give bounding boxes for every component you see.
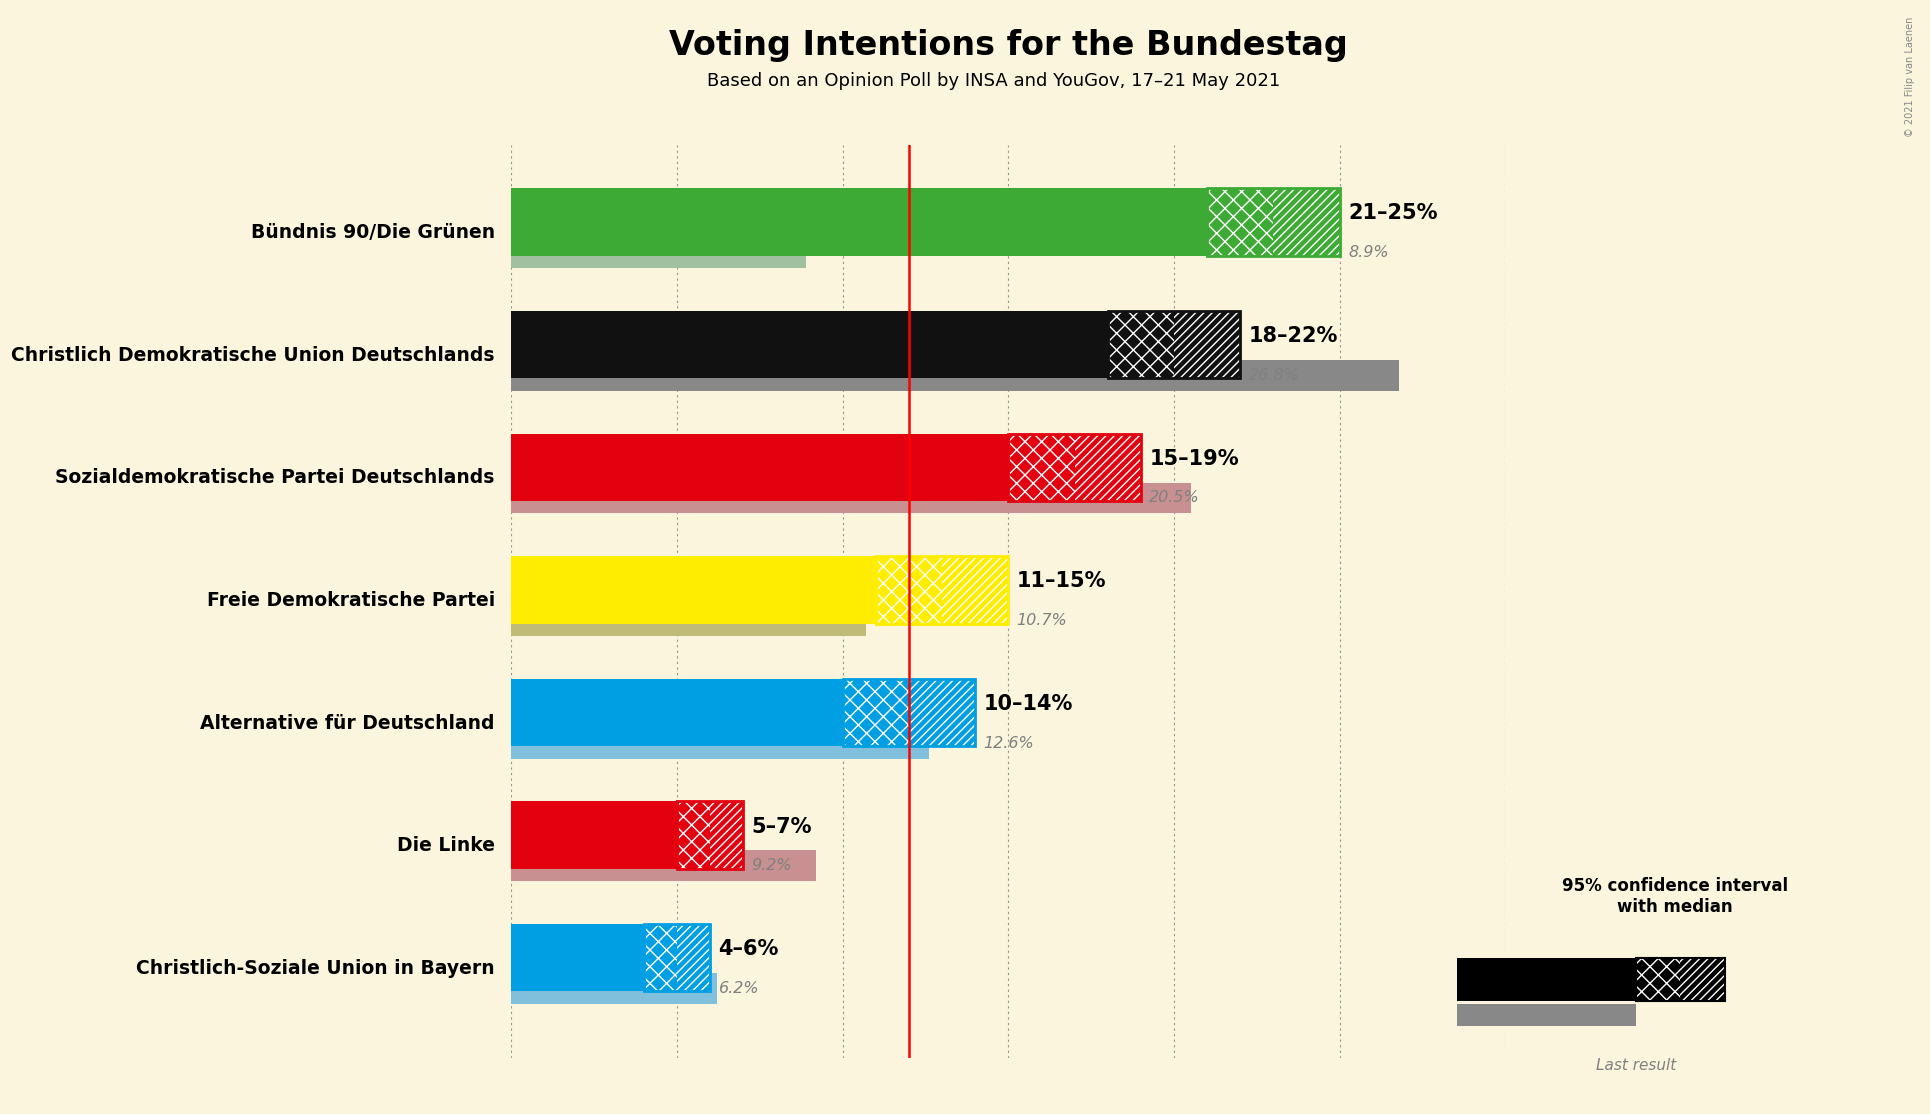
Bar: [511, 974, 716, 1004]
Text: 20.5%: 20.5%: [1148, 490, 1200, 506]
Bar: [511, 850, 816, 881]
Text: 6.2%: 6.2%: [718, 981, 758, 996]
Bar: [511, 188, 1208, 256]
Bar: [511, 311, 1108, 379]
Bar: [1681, 958, 1725, 1001]
Bar: [1108, 311, 1173, 379]
Bar: [511, 360, 1399, 391]
Bar: [677, 801, 710, 869]
Bar: [1457, 1004, 1635, 1026]
Text: 10.7%: 10.7%: [1017, 613, 1067, 628]
Bar: [843, 678, 975, 746]
Bar: [511, 678, 843, 746]
Bar: [1173, 311, 1241, 379]
Bar: [511, 924, 645, 991]
Text: 4–6%: 4–6%: [718, 939, 780, 959]
Text: 9.2%: 9.2%: [751, 858, 793, 873]
Text: 26.8%: 26.8%: [1249, 368, 1299, 383]
Text: © 2021 Filip van Laenen: © 2021 Filip van Laenen: [1905, 17, 1915, 137]
Bar: [677, 924, 710, 991]
Bar: [843, 678, 909, 746]
Bar: [645, 924, 677, 991]
Text: Last result: Last result: [1596, 1058, 1675, 1073]
Bar: [1208, 188, 1274, 256]
Text: 5–7%: 5–7%: [751, 817, 813, 837]
Bar: [1635, 958, 1725, 1001]
Text: 21–25%: 21–25%: [1347, 204, 1438, 224]
Text: 18–22%: 18–22%: [1249, 326, 1337, 346]
Bar: [1457, 958, 1635, 1001]
Title: Voting Intentions for the Bundestag: Voting Intentions for the Bundestag: [670, 29, 1347, 62]
Bar: [942, 556, 1007, 624]
Bar: [1635, 958, 1681, 1001]
Text: 12.6%: 12.6%: [984, 735, 1034, 751]
Bar: [511, 433, 1007, 501]
Bar: [645, 924, 710, 991]
Text: 95% confidence interval
with median: 95% confidence interval with median: [1561, 878, 1789, 916]
Text: 10–14%: 10–14%: [984, 694, 1073, 714]
Bar: [1007, 433, 1075, 501]
Bar: [511, 727, 928, 759]
Bar: [511, 237, 807, 268]
Text: 8.9%: 8.9%: [1347, 245, 1390, 261]
Text: Based on an Opinion Poll by INSA and YouGov, 17–21 May 2021: Based on an Opinion Poll by INSA and You…: [706, 72, 1282, 90]
Bar: [909, 678, 975, 746]
Text: 15–19%: 15–19%: [1148, 449, 1239, 469]
Bar: [876, 556, 1007, 624]
Bar: [511, 801, 677, 869]
Bar: [876, 556, 942, 624]
Bar: [710, 801, 743, 869]
Bar: [511, 482, 1191, 514]
Bar: [1274, 188, 1339, 256]
Text: 11–15%: 11–15%: [1017, 571, 1106, 592]
Bar: [1075, 433, 1141, 501]
Bar: [1108, 311, 1241, 379]
Bar: [1007, 433, 1141, 501]
Bar: [1208, 188, 1339, 256]
Bar: [511, 605, 867, 636]
Bar: [677, 801, 743, 869]
Bar: [511, 556, 876, 624]
